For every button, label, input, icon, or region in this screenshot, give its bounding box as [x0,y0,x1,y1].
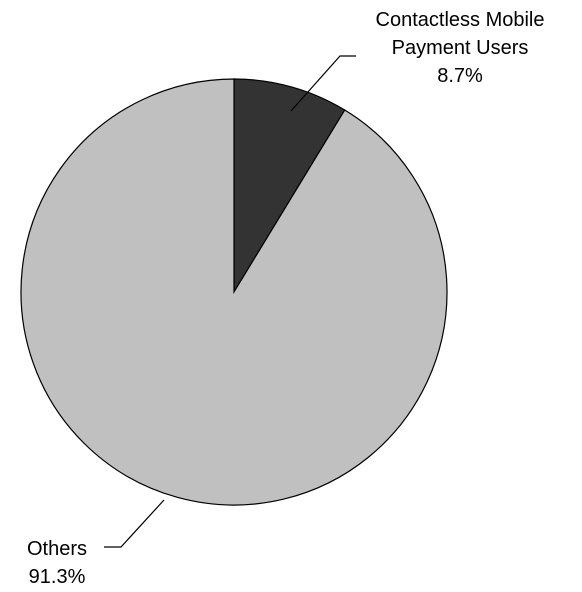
slice-label-contactless-mobile-payment-users: Contactless Mobile [376,9,545,31]
pie-slice-others [20,78,448,506]
leader-line-others [104,499,165,548]
slice-value-label-contactless-mobile-payment-users: 8.7% [437,65,483,87]
pie-slice-contactless-mobile-payment-users [233,78,346,295]
slice-label-others: Others [27,538,87,560]
slice-label-contactless-mobile-payment-users: Payment Users [392,37,529,59]
leader-line-contactless-mobile-payment-users [290,55,356,112]
slice-value-label-others: 91.3% [29,566,86,587]
